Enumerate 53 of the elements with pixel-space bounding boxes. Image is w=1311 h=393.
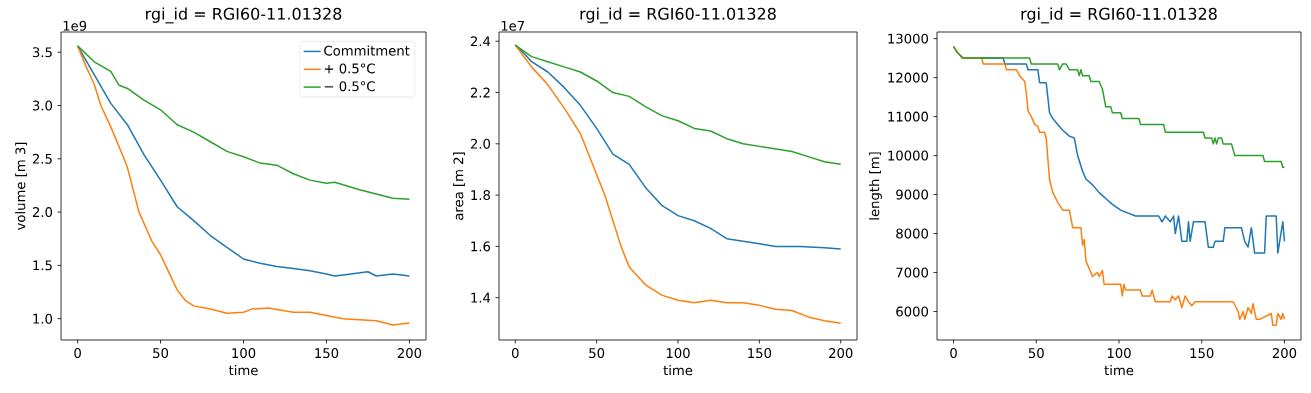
y-tick-label: 1.6 — [471, 241, 491, 252]
y-tick-label: 3.0 — [32, 100, 53, 111]
x-axis-title: time — [228, 365, 258, 376]
x-tick-label: 0 — [950, 348, 957, 359]
x-tick-label: 100 — [1107, 348, 1131, 359]
y-tick-label: 1.0 — [33, 313, 53, 324]
y-tick-label: 8000 — [896, 228, 929, 239]
y-tick-label: 7000 — [896, 267, 929, 278]
y-tick-label: 3.5 — [32, 47, 52, 58]
chart-title: rgi_id = RGI60-11.01328 — [580, 7, 776, 24]
x-tick-label: 0 — [511, 348, 519, 359]
y-tick-label: 1.8 — [471, 190, 491, 201]
y-tick-label: 9000 — [896, 189, 929, 200]
x-tick-label: 50 — [589, 348, 605, 359]
x-axis-title: time — [663, 365, 693, 376]
y-axis-title: length [m] — [869, 152, 882, 220]
y-tick-label: 1.5 — [33, 260, 52, 271]
x-tick-label: 0 — [74, 348, 81, 359]
line-series — [952, 45, 1286, 169]
y-tick-label: 10000 — [888, 150, 929, 161]
legend-label: Commitment — [324, 45, 410, 56]
legend-label: − 0.5°C — [324, 81, 375, 92]
x-tick-label: 150 — [1190, 348, 1214, 359]
line-series — [76, 45, 411, 326]
y-tick-label: 2.5 — [32, 153, 52, 164]
x-tick-label: 100 — [666, 348, 690, 359]
x-tick-label: 100 — [232, 348, 256, 359]
x-tick-label: 150 — [748, 348, 772, 359]
text: 1e9 — [63, 20, 87, 31]
chart-title: rgi_id = RGI60-11.01328 — [1021, 7, 1217, 24]
y-tick-label: 11000 — [888, 111, 929, 122]
x-tick-label: 200 — [1272, 348, 1297, 359]
x-axis-title: time — [1104, 365, 1134, 376]
y-axis-title: area [m 2] — [453, 152, 465, 220]
y-tick-label: 2.0 — [470, 138, 491, 149]
y-tick-label: 2.4 — [470, 36, 491, 47]
y-tick-label: 12000 — [888, 72, 929, 83]
line-series — [952, 45, 1286, 326]
y-tick-label: 6000 — [896, 306, 929, 317]
y-tick-label: 2.2 — [470, 87, 490, 98]
y-tick-label: 2.0 — [32, 207, 53, 218]
line-series — [76, 45, 411, 201]
x-tick-label: 200 — [397, 348, 422, 359]
x-tick-label: 50 — [153, 348, 169, 359]
y-axis-title: volume [m 3] — [15, 142, 27, 231]
text: 1e7 — [501, 20, 524, 31]
x-tick-label: 150 — [315, 348, 339, 359]
legend-label: + 0.5°C — [324, 63, 375, 74]
x-tick-label: 200 — [829, 348, 853, 359]
x-tick-label: 50 — [1028, 348, 1044, 359]
y-tick-label: 1.4 — [471, 292, 491, 303]
y-tick-label: 13000 — [888, 33, 929, 44]
chart-title: rgi_id = RGI60-11.01328 — [146, 7, 342, 24]
